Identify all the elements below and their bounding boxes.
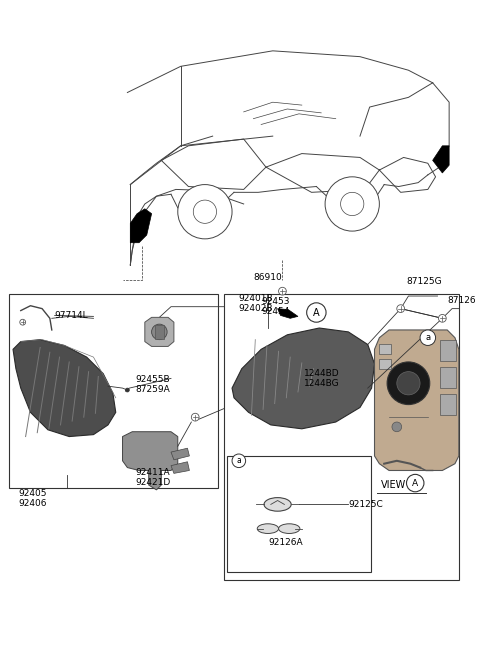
Ellipse shape xyxy=(264,497,291,511)
Bar xyxy=(379,359,391,369)
Polygon shape xyxy=(13,340,116,436)
Circle shape xyxy=(232,454,246,468)
Polygon shape xyxy=(277,309,298,319)
Polygon shape xyxy=(432,146,449,173)
Circle shape xyxy=(20,319,25,325)
Polygon shape xyxy=(171,462,190,474)
Polygon shape xyxy=(145,317,174,346)
Circle shape xyxy=(178,185,232,239)
Circle shape xyxy=(125,388,129,392)
Polygon shape xyxy=(374,330,459,470)
Bar xyxy=(155,325,164,338)
Text: a: a xyxy=(425,333,431,342)
Bar xyxy=(441,340,456,361)
Text: 97714L: 97714L xyxy=(55,311,88,319)
Text: 92125C: 92125C xyxy=(348,499,383,509)
Text: 86910: 86910 xyxy=(253,273,282,282)
Polygon shape xyxy=(232,328,374,429)
Circle shape xyxy=(407,474,424,492)
Circle shape xyxy=(397,372,420,395)
Circle shape xyxy=(439,315,446,322)
Circle shape xyxy=(278,287,287,295)
Text: a: a xyxy=(237,457,241,465)
Bar xyxy=(441,367,456,388)
Circle shape xyxy=(325,177,379,231)
Circle shape xyxy=(193,200,216,223)
Ellipse shape xyxy=(278,524,300,533)
Circle shape xyxy=(387,362,430,405)
Circle shape xyxy=(307,303,326,322)
Bar xyxy=(9,294,217,488)
Text: 87126: 87126 xyxy=(447,296,476,305)
Text: 92401B
92402B: 92401B 92402B xyxy=(239,294,274,313)
Bar xyxy=(441,394,456,415)
Text: A: A xyxy=(313,307,320,317)
Circle shape xyxy=(192,413,199,421)
Circle shape xyxy=(420,330,435,346)
Ellipse shape xyxy=(257,524,278,533)
Text: 92453
92454: 92453 92454 xyxy=(261,297,289,317)
Circle shape xyxy=(392,422,402,432)
Text: VIEW: VIEW xyxy=(381,480,407,490)
Bar xyxy=(227,456,371,572)
Polygon shape xyxy=(130,209,152,242)
Text: 92126A: 92126A xyxy=(268,538,302,547)
Text: 87125G: 87125G xyxy=(407,277,442,286)
Bar xyxy=(224,294,459,580)
Text: A: A xyxy=(412,478,418,487)
Text: 92455B
87259A: 92455B 87259A xyxy=(135,374,170,394)
Text: 92411A
92421D: 92411A 92421D xyxy=(135,468,170,487)
Polygon shape xyxy=(122,432,178,490)
Circle shape xyxy=(152,324,167,340)
Text: 1244BD
1244BG: 1244BD 1244BG xyxy=(304,369,339,388)
Bar xyxy=(379,344,391,354)
Polygon shape xyxy=(171,448,190,460)
Circle shape xyxy=(397,305,405,313)
Text: 92405
92406: 92405 92406 xyxy=(19,489,48,509)
Circle shape xyxy=(341,193,364,215)
